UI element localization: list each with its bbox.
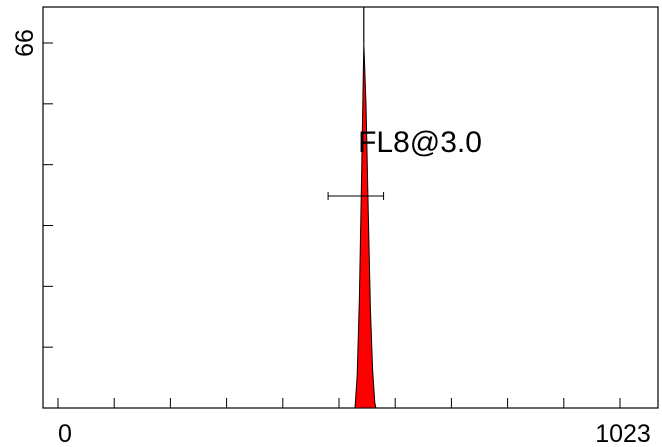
- histogram-area: [354, 42, 377, 409]
- x-tick-label-min: 0: [58, 420, 72, 447]
- annotation-label: FL8@3.0: [358, 126, 482, 159]
- series-layer: [354, 7, 377, 409]
- y-tick-label-max: 66: [11, 29, 39, 57]
- axis-ticks: [43, 42, 621, 409]
- plot-frame: [42, 6, 659, 409]
- x-tick-label-max: 1023: [595, 420, 651, 447]
- annotation-layer: [327, 192, 385, 200]
